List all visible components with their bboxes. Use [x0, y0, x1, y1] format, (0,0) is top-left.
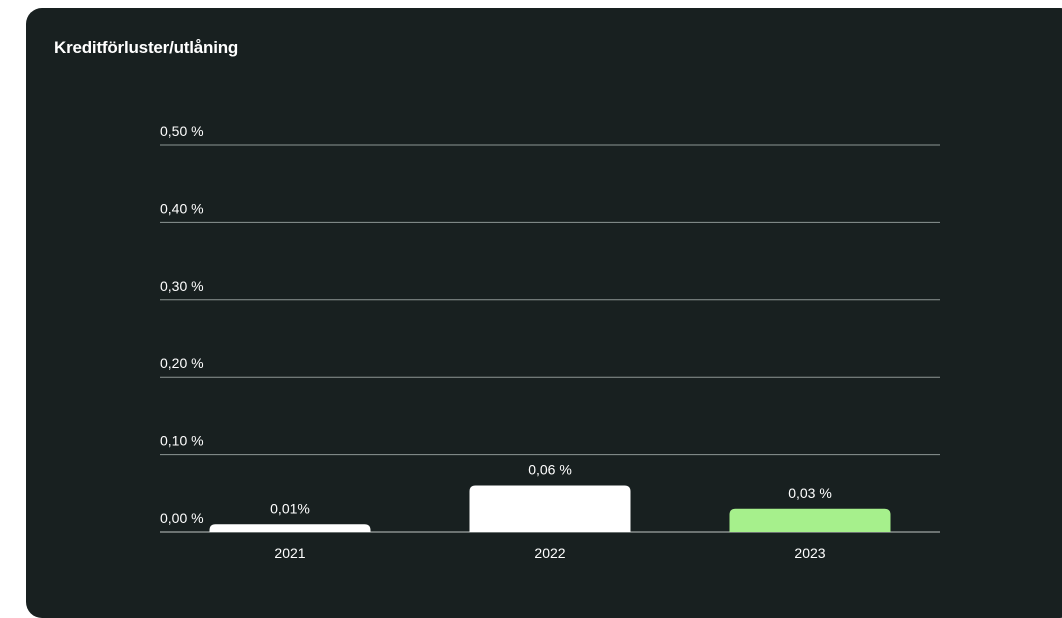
y-tick-label: 0,40 % [160, 200, 204, 216]
bar [469, 485, 631, 532]
x-tick-label: 2022 [534, 545, 565, 561]
x-tick-label: 2023 [794, 545, 825, 561]
bar-value-label: 0,01% [270, 500, 310, 516]
bar [209, 524, 371, 532]
chart-card: Kreditförluster/utlåning 0,00 % 0,10 % 0,2… [26, 8, 1062, 618]
y-tick-label: 0,50 % [160, 123, 204, 139]
chart-title: Kreditförluster/utlåning [54, 38, 239, 57]
bar [729, 508, 891, 532]
x-tick-label: 2021 [274, 545, 305, 561]
bar-chart: 0,00 % 0,10 % 0,20 % 0,30 % 0,40 % 0,50 % 0,01… [160, 123, 940, 561]
y-tick-label: 0,00 % [160, 510, 204, 526]
bar-value-label: 0,06 % [528, 462, 572, 478]
bar-value-label: 0,03 % [788, 485, 832, 501]
y-tick-label: 0,10 % [160, 433, 204, 449]
y-tick-label: 0,20 % [160, 355, 204, 371]
y-tick-label: 0,30 % [160, 278, 204, 294]
